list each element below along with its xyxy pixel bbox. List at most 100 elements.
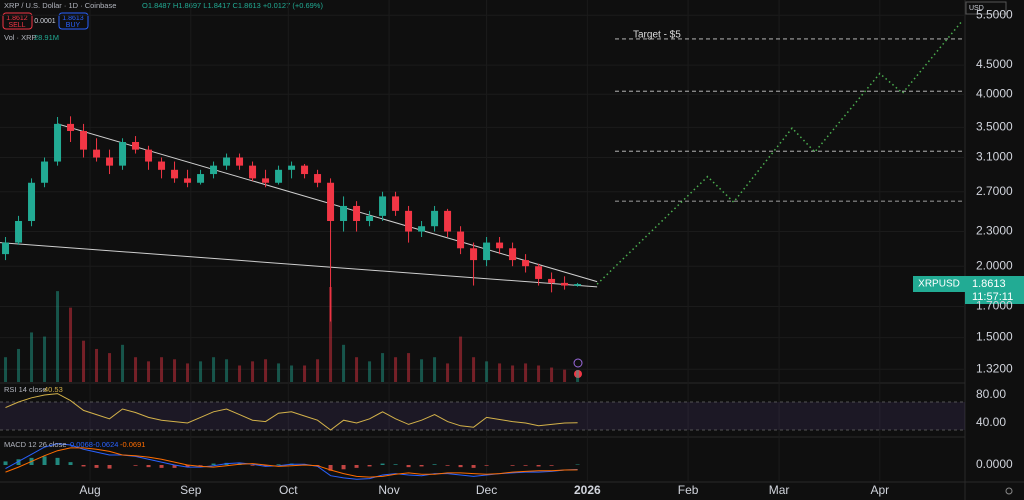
countdown: 11:57:11 <box>972 291 1013 303</box>
macd-histogram <box>445 465 450 466</box>
candle-body <box>535 266 543 279</box>
volume-bar <box>524 363 528 382</box>
volume-bar <box>576 370 580 382</box>
volume-bar <box>4 357 8 382</box>
volume-bar <box>30 332 34 382</box>
volume-bar <box>43 336 47 382</box>
candle-body <box>80 130 88 150</box>
candle-body <box>28 182 36 221</box>
volume-bar <box>238 365 242 382</box>
y-tick-label: 4.0000 <box>976 86 1013 100</box>
macd-histogram <box>549 465 554 466</box>
macd-histogram <box>146 465 151 468</box>
volume-bar <box>420 359 424 382</box>
macd-histogram <box>198 465 203 466</box>
trend-line <box>0 242 598 288</box>
candle-body <box>496 242 504 249</box>
volume-bar <box>56 291 60 382</box>
signal-last: -0.0691 <box>120 440 145 449</box>
sell-label: SELL <box>8 22 25 29</box>
macd-histogram <box>380 463 385 465</box>
volume-bar <box>17 348 21 382</box>
volume-bar <box>511 365 515 382</box>
candle-body <box>171 169 179 179</box>
buy-button[interactable] <box>58 12 89 30</box>
rsi-tick-label: 40.00 <box>976 415 1006 429</box>
x-tick-label: Aug <box>79 483 100 497</box>
sell-button[interactable] <box>2 12 33 30</box>
currency: USD <box>969 5 984 12</box>
volume-bar <box>394 357 398 382</box>
volume-bar <box>290 365 294 382</box>
candle-body <box>418 226 426 232</box>
candle-body <box>561 282 569 286</box>
macd-histogram <box>172 465 177 468</box>
volume-bar <box>303 365 307 382</box>
candle-body <box>106 157 114 166</box>
macd-histogram <box>523 465 528 466</box>
event-icon[interactable] <box>573 358 583 368</box>
settings-icon[interactable] <box>1005 487 1013 495</box>
macd-histogram <box>94 465 99 468</box>
rsi-title: RSI 14 close <box>4 385 47 394</box>
currency-box[interactable] <box>965 1 1007 15</box>
candle-body <box>522 260 530 267</box>
price-tag-box <box>965 276 1024 304</box>
macd-histogram <box>263 465 268 467</box>
y-tick-label: 1.3200 <box>976 361 1013 375</box>
volume-bar <box>199 361 203 382</box>
volume-bar <box>121 344 125 382</box>
macd-histogram <box>328 465 333 471</box>
signal-line <box>5 447 578 478</box>
volume-bar <box>264 359 268 382</box>
macd-histogram <box>3 461 8 465</box>
volume-bar <box>173 359 177 382</box>
x-tick-label: Feb <box>678 483 699 497</box>
volume-bar <box>342 344 346 382</box>
candle-body <box>405 210 413 232</box>
candle-body <box>327 182 335 221</box>
volume-bar <box>134 357 138 382</box>
macd-histogram <box>211 463 216 465</box>
volume-bar <box>69 307 73 382</box>
candle-body <box>340 205 348 221</box>
volume-bar <box>433 357 437 382</box>
x-tick-label: Sep <box>180 483 202 497</box>
volume-bar <box>95 348 99 382</box>
candle-body <box>444 210 452 232</box>
volume-bar <box>277 363 281 382</box>
sell-price: 1.8612 <box>6 15 28 22</box>
macd-hist-last: 0.0068 <box>70 440 93 449</box>
event-icon[interactable] <box>574 370 582 378</box>
y-tick-label: 5.5000 <box>976 7 1013 21</box>
volume-bar <box>550 367 554 382</box>
x-tick-label: Nov <box>378 483 399 497</box>
candle-body <box>67 123 75 131</box>
macd-histogram <box>458 465 463 468</box>
candle-body <box>54 123 62 162</box>
macd-tick-label: 0.0000 <box>976 457 1013 471</box>
volume-bar <box>160 357 164 382</box>
rsi-tick-label: 80.00 <box>976 387 1006 401</box>
macd-histogram <box>393 464 398 465</box>
macd-histogram <box>354 465 359 468</box>
candle-body <box>145 149 153 162</box>
x-tick-label: 2026 <box>574 483 601 497</box>
candle-body <box>548 278 556 283</box>
y-tick-label: 3.5000 <box>976 120 1013 134</box>
price-tag-symbol: XRPUSD <box>918 279 960 290</box>
macd-histogram <box>419 465 424 467</box>
volume-bar <box>316 359 320 382</box>
y-tick-label: 1.7000 <box>976 299 1013 313</box>
candle-body <box>249 165 257 179</box>
volume-bar <box>147 361 151 382</box>
candle-body <box>236 157 244 166</box>
macd-histogram <box>81 465 86 467</box>
spread: 0.0001 <box>34 18 56 25</box>
candle-body <box>119 142 127 166</box>
macd-histogram <box>185 465 190 468</box>
candle-body <box>41 161 49 183</box>
macd-histogram <box>42 456 47 465</box>
buy-label: BUY <box>66 22 81 29</box>
